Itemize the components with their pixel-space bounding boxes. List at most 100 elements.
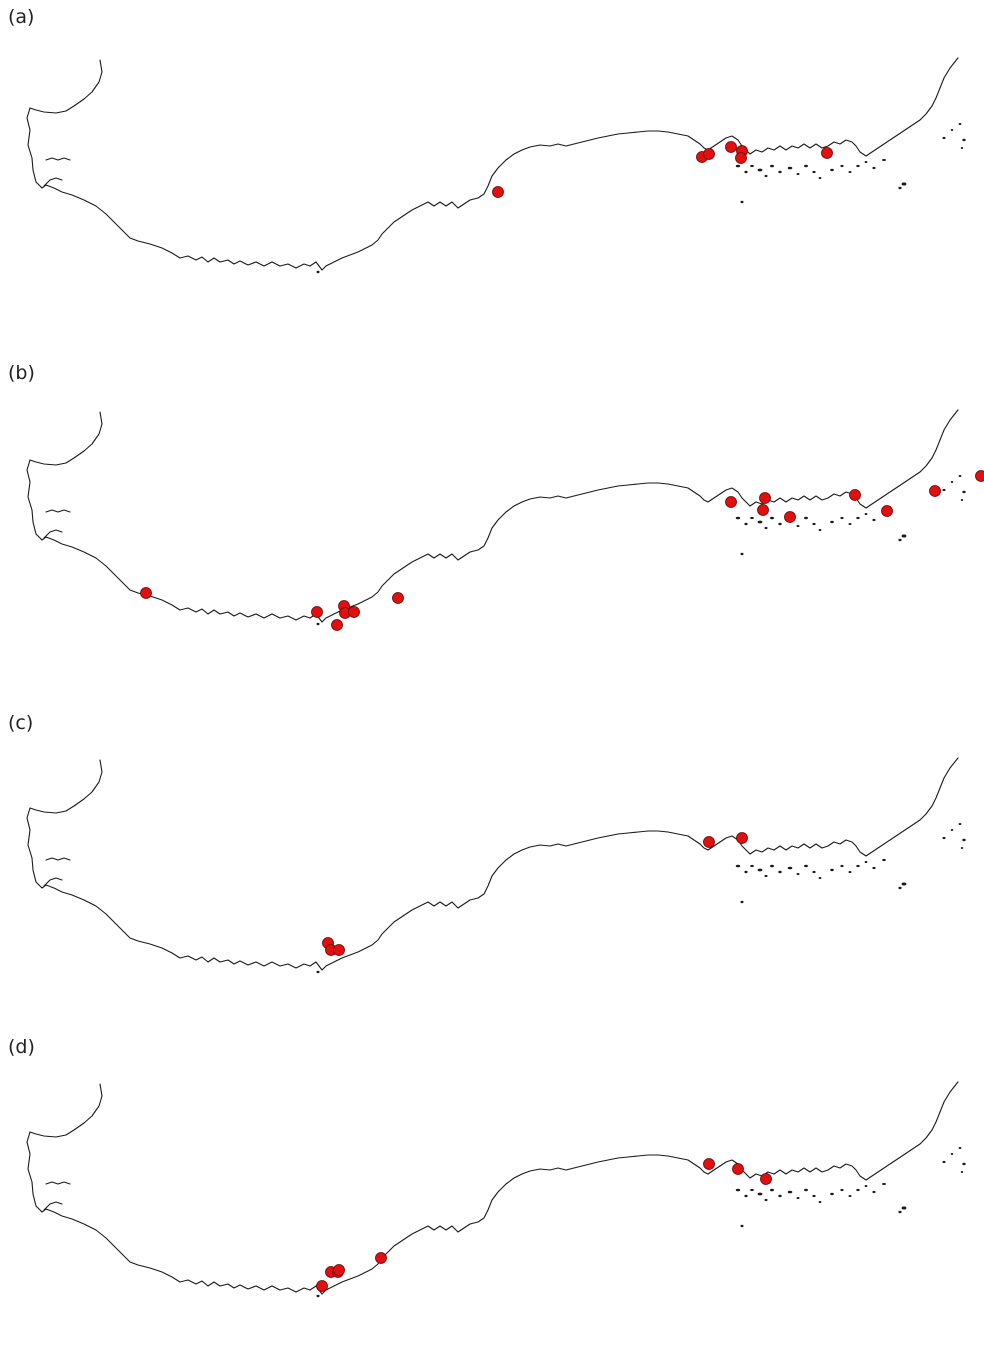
island <box>770 865 774 868</box>
coastline <box>27 58 966 273</box>
map-b <box>0 356 984 678</box>
island <box>882 1183 886 1185</box>
island <box>898 187 901 189</box>
site-marker <box>736 153 747 164</box>
site-marker <box>141 588 152 599</box>
site-marker <box>758 505 769 516</box>
site-marker <box>850 490 861 501</box>
island <box>804 517 808 519</box>
island <box>865 861 868 863</box>
island <box>943 1161 946 1163</box>
island <box>856 165 859 167</box>
site-marker <box>393 593 404 604</box>
island <box>962 1163 965 1165</box>
island <box>797 173 800 175</box>
island <box>830 1193 834 1195</box>
island <box>872 519 875 521</box>
island <box>872 167 875 169</box>
site-marker <box>704 837 715 848</box>
island <box>741 201 744 203</box>
island <box>765 175 768 177</box>
island <box>788 1191 793 1194</box>
site-marker <box>493 187 504 198</box>
island <box>882 859 886 861</box>
island <box>819 529 822 531</box>
coastline-path <box>46 158 70 160</box>
site-marker <box>334 945 345 956</box>
island <box>317 623 320 625</box>
site-marker <box>733 1164 744 1175</box>
island <box>741 1225 744 1227</box>
site-marker <box>737 833 748 844</box>
site-marker <box>704 1159 715 1170</box>
island <box>770 1189 774 1192</box>
island <box>744 171 747 173</box>
site-marker <box>761 1174 772 1185</box>
island <box>812 871 815 873</box>
site-marker <box>317 1281 328 1292</box>
island <box>849 1195 852 1197</box>
island <box>812 1195 815 1197</box>
island <box>797 1197 800 1199</box>
island <box>736 1189 740 1192</box>
island <box>804 1189 808 1191</box>
island <box>951 1153 954 1155</box>
island <box>830 169 834 171</box>
island <box>959 823 962 825</box>
map-panel-a: (a) <box>0 0 984 322</box>
island <box>765 875 768 877</box>
island <box>758 521 763 524</box>
island <box>872 867 875 869</box>
island <box>902 1207 907 1210</box>
coastline <box>27 410 966 625</box>
island <box>778 523 781 525</box>
island <box>840 1189 843 1191</box>
island <box>741 553 744 555</box>
map-panel-d: (d) <box>0 1030 984 1352</box>
island <box>856 1189 859 1191</box>
map-panel-c: (c) <box>0 706 984 1028</box>
island <box>758 1193 763 1196</box>
island <box>778 171 781 173</box>
site-marker <box>349 607 360 618</box>
site-marker <box>312 607 323 618</box>
island <box>770 165 774 168</box>
coastline-path <box>27 1082 958 1294</box>
site-marker <box>822 148 833 159</box>
site-marker <box>930 486 941 497</box>
island <box>840 517 843 519</box>
island <box>317 971 320 973</box>
map-c <box>0 706 984 1028</box>
island <box>750 517 754 519</box>
site-marker <box>726 142 737 153</box>
island <box>882 159 886 161</box>
island <box>898 539 901 541</box>
island <box>898 1211 901 1213</box>
site-marker <box>785 512 796 523</box>
island <box>961 147 963 149</box>
island <box>736 165 740 168</box>
island <box>750 1189 754 1191</box>
island <box>865 513 868 515</box>
island <box>865 161 868 163</box>
island <box>943 837 946 839</box>
coastline-path <box>46 510 70 512</box>
island <box>736 517 740 520</box>
island <box>962 839 965 841</box>
island <box>943 137 946 139</box>
island <box>797 525 800 527</box>
island <box>962 491 965 493</box>
island <box>856 517 859 519</box>
site-marker <box>334 1265 345 1276</box>
site-marker <box>332 620 343 631</box>
island <box>819 877 822 879</box>
island <box>951 129 954 131</box>
island <box>804 865 808 867</box>
island <box>951 481 954 483</box>
island <box>744 1195 747 1197</box>
coastline-path <box>27 410 958 622</box>
island <box>840 165 843 167</box>
site-marker <box>704 149 715 160</box>
island <box>758 169 763 172</box>
island <box>830 521 834 523</box>
